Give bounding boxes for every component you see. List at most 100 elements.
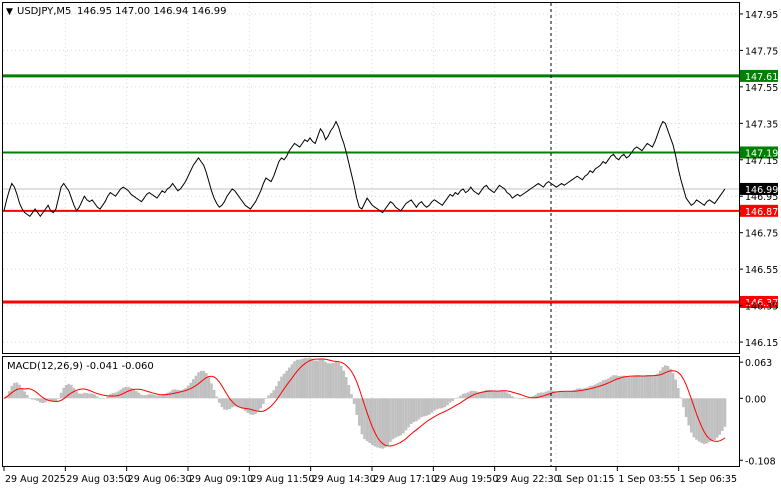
macd-bar — [46, 398, 50, 401]
macd-bar — [560, 391, 563, 399]
macd-bar — [57, 398, 60, 399]
macd-bar — [495, 391, 499, 399]
macd-bar — [218, 398, 221, 403]
macd-bar — [715, 398, 719, 438]
macd-bar — [220, 398, 224, 408]
macd-bar — [52, 398, 55, 402]
macd-bar — [425, 398, 428, 416]
macd-bar — [295, 359, 299, 399]
macd-bar — [272, 390, 275, 399]
macd-bar — [596, 383, 600, 399]
macd-bar — [321, 359, 325, 399]
macd-bar — [256, 398, 260, 412]
macd-bar — [215, 396, 218, 399]
macd-bar — [85, 392, 89, 399]
macd-bar — [246, 398, 250, 413]
macd-bar — [205, 373, 208, 399]
y-tick-label: 147.15 — [745, 156, 778, 167]
macd-bar — [31, 398, 34, 400]
macd-bar — [101, 398, 104, 399]
macd-bar — [671, 373, 675, 399]
macd-bar — [396, 398, 400, 437]
macd-bar — [661, 367, 665, 399]
macd-bar — [103, 398, 107, 399]
macd-bar — [565, 391, 569, 399]
macd-bar — [199, 370, 203, 399]
macd-bar — [386, 398, 390, 446]
macd-bar — [617, 375, 620, 399]
macd-bar — [153, 394, 156, 399]
macd-bar — [614, 375, 618, 399]
level-price-label: 147.19 — [745, 148, 778, 159]
macd-bar — [135, 390, 138, 399]
macd-bar — [635, 375, 639, 399]
macd-bar — [700, 398, 703, 443]
macd-bar — [41, 398, 45, 403]
macd-bar — [383, 398, 387, 448]
macd-bar — [163, 393, 167, 399]
macd-bar — [578, 388, 582, 399]
macd-bar — [443, 398, 447, 408]
macd-bar — [241, 398, 244, 409]
macd-bar — [710, 398, 714, 441]
macd-bar — [176, 390, 180, 399]
macd-bar — [568, 391, 571, 399]
macd-bar — [508, 394, 511, 399]
macd-bar — [505, 392, 509, 399]
y-tick-label: 147.75 — [745, 46, 778, 57]
x-tick-label: 29 Aug 22:30 — [496, 474, 560, 485]
level-price-badge — [740, 182, 778, 195]
macd-bar — [412, 398, 416, 423]
macd-bar — [259, 398, 263, 409]
macd-bar — [59, 392, 63, 399]
macd-bar — [612, 375, 615, 399]
macd-bar — [192, 379, 195, 399]
macd-bar — [477, 392, 480, 399]
macd-bar — [365, 398, 369, 442]
x-tick-label: 1 Sep 06:35 — [680, 474, 737, 485]
macd-bar — [106, 396, 109, 399]
macd-bar — [363, 398, 366, 440]
macd-bar — [376, 398, 379, 448]
macd-bar — [588, 386, 592, 399]
macd-bar — [150, 394, 154, 399]
macd-bar — [479, 391, 483, 399]
x-tick-label: 29 Aug 14:30 — [312, 474, 376, 485]
macd-bar — [469, 390, 473, 399]
macd-bar — [184, 388, 187, 399]
macd-bar — [625, 376, 628, 399]
macd-bar — [378, 398, 382, 449]
grid-lines — [3, 3, 739, 466]
macd-bar — [664, 365, 667, 399]
macd-bar — [254, 398, 257, 414]
macd-bar — [28, 398, 32, 399]
macd-bar — [15, 382, 19, 399]
x-tick-label: 29 Aug 09:10 — [189, 474, 253, 485]
macd-bar — [677, 388, 680, 399]
macd-bar — [303, 357, 307, 399]
macd-bar — [26, 394, 29, 399]
x-tick-label: 1 Sep 01:15 — [557, 474, 614, 485]
macd-bar — [332, 363, 335, 399]
macd-bar — [581, 388, 584, 399]
x-tick-label: 1 Sep 03:55 — [618, 474, 675, 485]
macd-bar — [313, 360, 317, 399]
macd-bar — [464, 393, 467, 399]
macd-bar — [264, 398, 268, 399]
macd-signal-layer — [3, 358, 726, 447]
macd-bar — [70, 384, 73, 399]
macd-bar — [233, 398, 237, 407]
macd-bar — [539, 392, 543, 399]
macd-bar — [83, 392, 86, 399]
macd-bar — [202, 370, 205, 399]
macd-bar — [2, 398, 6, 399]
macd-bar — [373, 398, 377, 447]
macd-bar — [158, 395, 161, 399]
macd-bar — [122, 387, 125, 399]
macd-bar — [645, 375, 649, 399]
dropdown-arrow-icon[interactable]: ▼ — [6, 7, 13, 17]
macd-bar — [381, 398, 384, 449]
macd-bar — [308, 357, 312, 399]
macd-bar — [632, 376, 636, 399]
